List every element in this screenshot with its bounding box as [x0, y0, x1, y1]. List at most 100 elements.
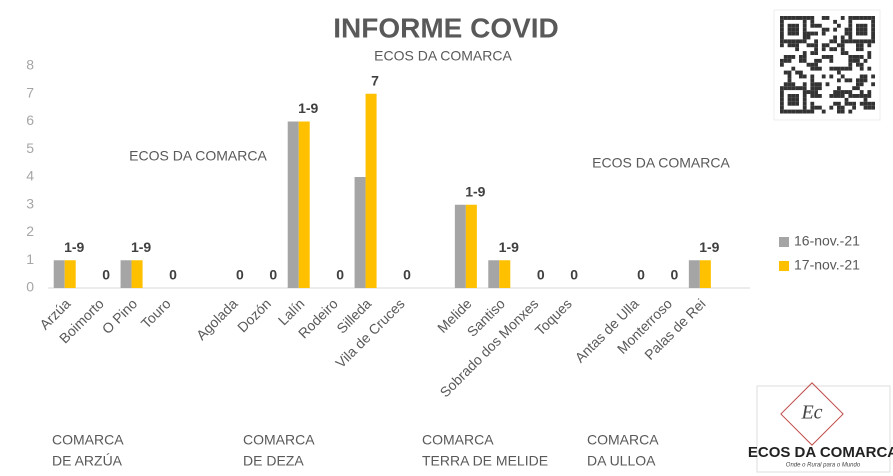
qr-cell [848, 39, 853, 44]
qr-cell [780, 16, 784, 20]
qr-cell [825, 55, 830, 59]
qr-cell [871, 19, 875, 24]
qr-cell [799, 74, 803, 79]
qr-cell [787, 78, 792, 83]
qr-cell [871, 31, 875, 36]
qr-cell [780, 19, 784, 24]
group-label: DE DEZA [243, 453, 304, 469]
qr-cell [856, 62, 860, 67]
qr-cell [791, 82, 796, 87]
qr-cell [795, 109, 799, 114]
qr-cell [848, 58, 853, 63]
qr-cell [859, 47, 864, 52]
qr-cell [814, 47, 818, 52]
group-label: COMARCA [52, 432, 124, 448]
y-tick-label: 8 [26, 57, 34, 73]
qr-cell [795, 23, 799, 28]
qr-cell [810, 51, 815, 55]
qr-cell [837, 23, 841, 28]
qr-cell [863, 78, 868, 83]
qr-cell [787, 82, 792, 87]
qr-cell [852, 86, 856, 91]
qr-cell [799, 16, 803, 20]
qr-cell [787, 43, 792, 48]
qr-cell [863, 74, 868, 79]
qr-cell [859, 43, 864, 48]
qr-cell [795, 86, 799, 91]
qr-cell [863, 101, 868, 106]
qr-cell [859, 90, 864, 94]
qr-cell [821, 55, 826, 59]
qr-cell [780, 43, 784, 48]
qr-cell [802, 90, 807, 94]
qr-cell [795, 16, 799, 20]
qr-cell [840, 66, 845, 71]
qr-cell [859, 31, 864, 36]
data-label: 0 [570, 267, 578, 283]
qr-cell [844, 39, 849, 44]
qr-cell [867, 101, 872, 106]
data-label: 1-9 [465, 183, 485, 199]
qr-cell [863, 23, 868, 28]
qr-cell [802, 109, 807, 114]
bar [354, 177, 366, 288]
chart-title: INFORME COVID [333, 12, 559, 43]
qr-cell [810, 62, 815, 67]
qr-cell [780, 90, 784, 94]
qr-cell [825, 27, 830, 32]
qr-cell [802, 27, 807, 32]
qr-cell [856, 94, 860, 98]
qr-cell [791, 27, 796, 32]
qr-cell [814, 94, 818, 98]
qr-cell [856, 31, 860, 36]
qr-cell [863, 39, 868, 44]
qr-cell [783, 86, 788, 91]
qr-cell [818, 23, 822, 28]
qr-cell [814, 90, 818, 94]
qr-cell [852, 55, 856, 59]
qr-cell [787, 101, 792, 106]
qr-cell [818, 82, 822, 87]
qr-cell [821, 74, 826, 79]
qr-cell [806, 109, 811, 114]
qr-cell [810, 109, 815, 114]
bar [688, 260, 700, 288]
qr-cell [814, 23, 818, 28]
qr-cell [840, 43, 845, 48]
qr-cell [821, 43, 826, 48]
qr-cell [856, 16, 860, 20]
qr-cell [833, 94, 837, 98]
qr-cell [833, 39, 837, 44]
qr-cell [780, 58, 784, 63]
qr-cell [825, 82, 830, 87]
qr-cell [871, 35, 875, 40]
qr-cell [852, 101, 856, 106]
qr-cell [856, 43, 860, 48]
qr-cell [814, 62, 818, 67]
qr-cell [856, 78, 860, 83]
data-label: 0 [671, 267, 679, 283]
qr-cell [818, 58, 822, 63]
qr-cell [863, 27, 868, 32]
bar [699, 260, 711, 288]
y-tick-label: 2 [26, 223, 34, 239]
qr-cell [806, 31, 811, 36]
qr-cell [791, 94, 796, 98]
qr-cell [799, 39, 803, 44]
qr-cell [852, 39, 856, 44]
qr-cell [825, 43, 830, 48]
y-tick-label: 5 [26, 140, 34, 156]
qr-cell [863, 16, 868, 20]
watermark: ECOS DA COMARCA [592, 155, 730, 171]
bar [64, 260, 76, 288]
qr-cell [802, 51, 807, 55]
qr-cell [859, 66, 864, 71]
qr-cell [787, 74, 792, 79]
qr-cell [795, 94, 799, 98]
bar [120, 260, 132, 288]
qr-cell [848, 94, 853, 98]
data-label: 0 [169, 267, 177, 283]
qr-cell [795, 70, 799, 75]
qr-cell [867, 66, 872, 71]
